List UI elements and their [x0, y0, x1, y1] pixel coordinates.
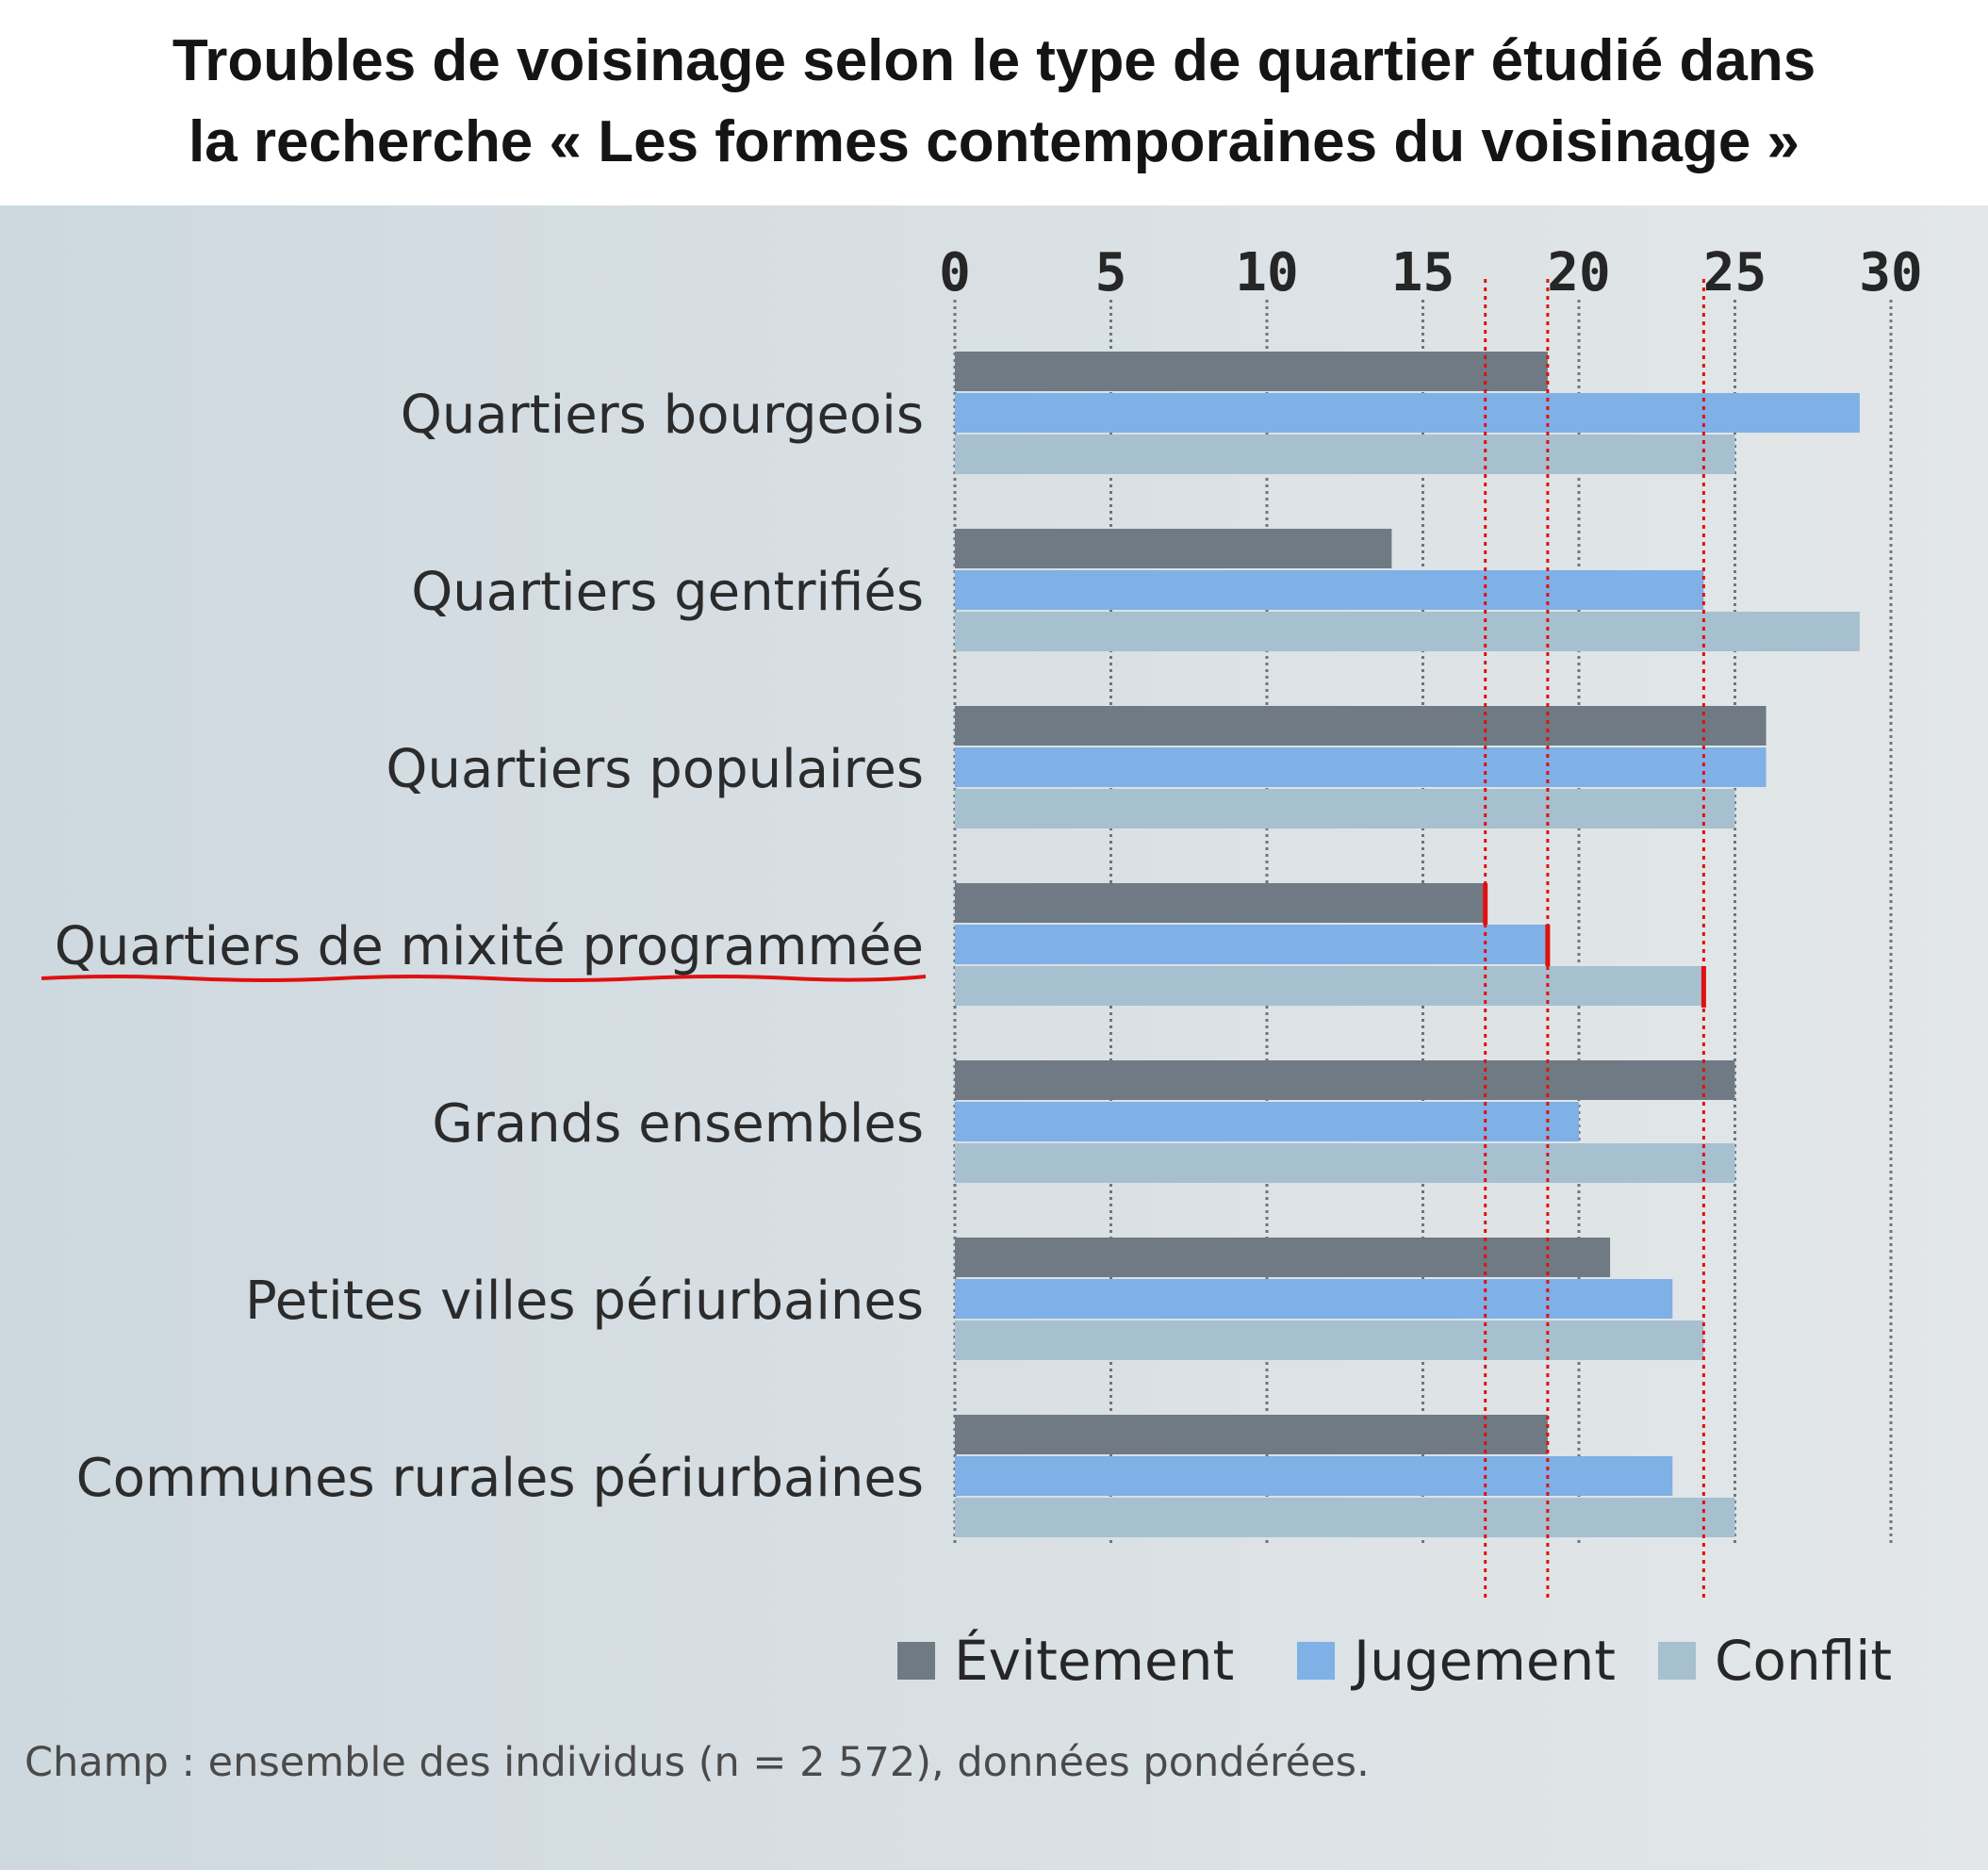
bar-jugement: [955, 747, 1766, 787]
highlight-underline: [41, 975, 927, 982]
bar-conflit: [955, 1498, 1735, 1537]
bar-evitement: [955, 706, 1766, 746]
bars: [955, 352, 1860, 1537]
chart-title: Troubles de voisinage selon le type de q…: [0, 21, 1988, 183]
bar-evitement: [955, 1415, 1548, 1454]
bar-evitement: [955, 352, 1548, 391]
bar-evitement: [955, 1238, 1611, 1277]
category-label: Petites villes périurbaines: [245, 1271, 924, 1332]
chart-title-line-2: la recherche « Les formes contemporaines…: [188, 109, 1800, 174]
bar-conflit: [955, 612, 1860, 651]
bar-jugement: [955, 1279, 1673, 1319]
category-label: Quartiers bourgeois: [401, 385, 924, 446]
category-label: Grands ensembles: [432, 1093, 924, 1155]
bar-jugement: [955, 925, 1548, 964]
legend-label-evitement: Évitement: [954, 1628, 1234, 1693]
category-labels: Quartiers bourgeois Quartiers gentrifiés Q…: [41, 385, 927, 1509]
x-tick-label: 10: [1235, 242, 1298, 303]
bar-jugement: [955, 570, 1704, 610]
bar-evitement: [955, 529, 1392, 568]
x-tick-label: 30: [1859, 242, 1922, 303]
x-tick-label: 20: [1547, 242, 1610, 303]
bar-conflit: [955, 1143, 1735, 1183]
x-tick-labels: 0 5 10 15 20 25 30: [939, 242, 1923, 303]
chart-title-line-1: Troubles de voisinage selon le type de q…: [172, 28, 1816, 93]
legend-label-conflit: Conflit: [1715, 1629, 1892, 1693]
bar-jugement: [955, 1102, 1579, 1141]
legend-swatch-evitement: [897, 1642, 935, 1680]
bar-jugement: [955, 1456, 1673, 1496]
bar-jugement: [955, 393, 1860, 433]
bar-conflit: [955, 966, 1704, 1006]
category-label: Quartiers gentrifiés: [411, 562, 924, 623]
bar-evitement: [955, 883, 1486, 923]
bar-conflit: [955, 435, 1735, 474]
category-label: Communes rurales périurbaines: [76, 1448, 924, 1509]
bar-evitement: [955, 1060, 1735, 1100]
legend-swatch-conflit: [1658, 1642, 1696, 1680]
x-tick-label: 5: [1095, 242, 1127, 303]
category-label: Quartiers de mixité programmée: [55, 916, 924, 977]
category-label: Quartiers populaires: [386, 739, 924, 800]
reference-lines: [1483, 279, 1706, 1602]
bar-conflit: [955, 1320, 1704, 1360]
x-tick-label: 0: [939, 242, 971, 303]
bar-conflit: [955, 789, 1735, 828]
x-tick-label: 25: [1703, 242, 1766, 303]
source-note: Champ : ensemble des individus (n = 2 57…: [25, 1739, 1370, 1786]
legend-swatch-jugement: [1297, 1642, 1335, 1680]
x-tick-label: 15: [1391, 242, 1454, 303]
legend-label-jugement: Jugement: [1351, 1629, 1616, 1693]
legend: Évitement Jugement Conflit: [897, 1628, 1892, 1693]
scanned-page-background: [0, 205, 1988, 1870]
